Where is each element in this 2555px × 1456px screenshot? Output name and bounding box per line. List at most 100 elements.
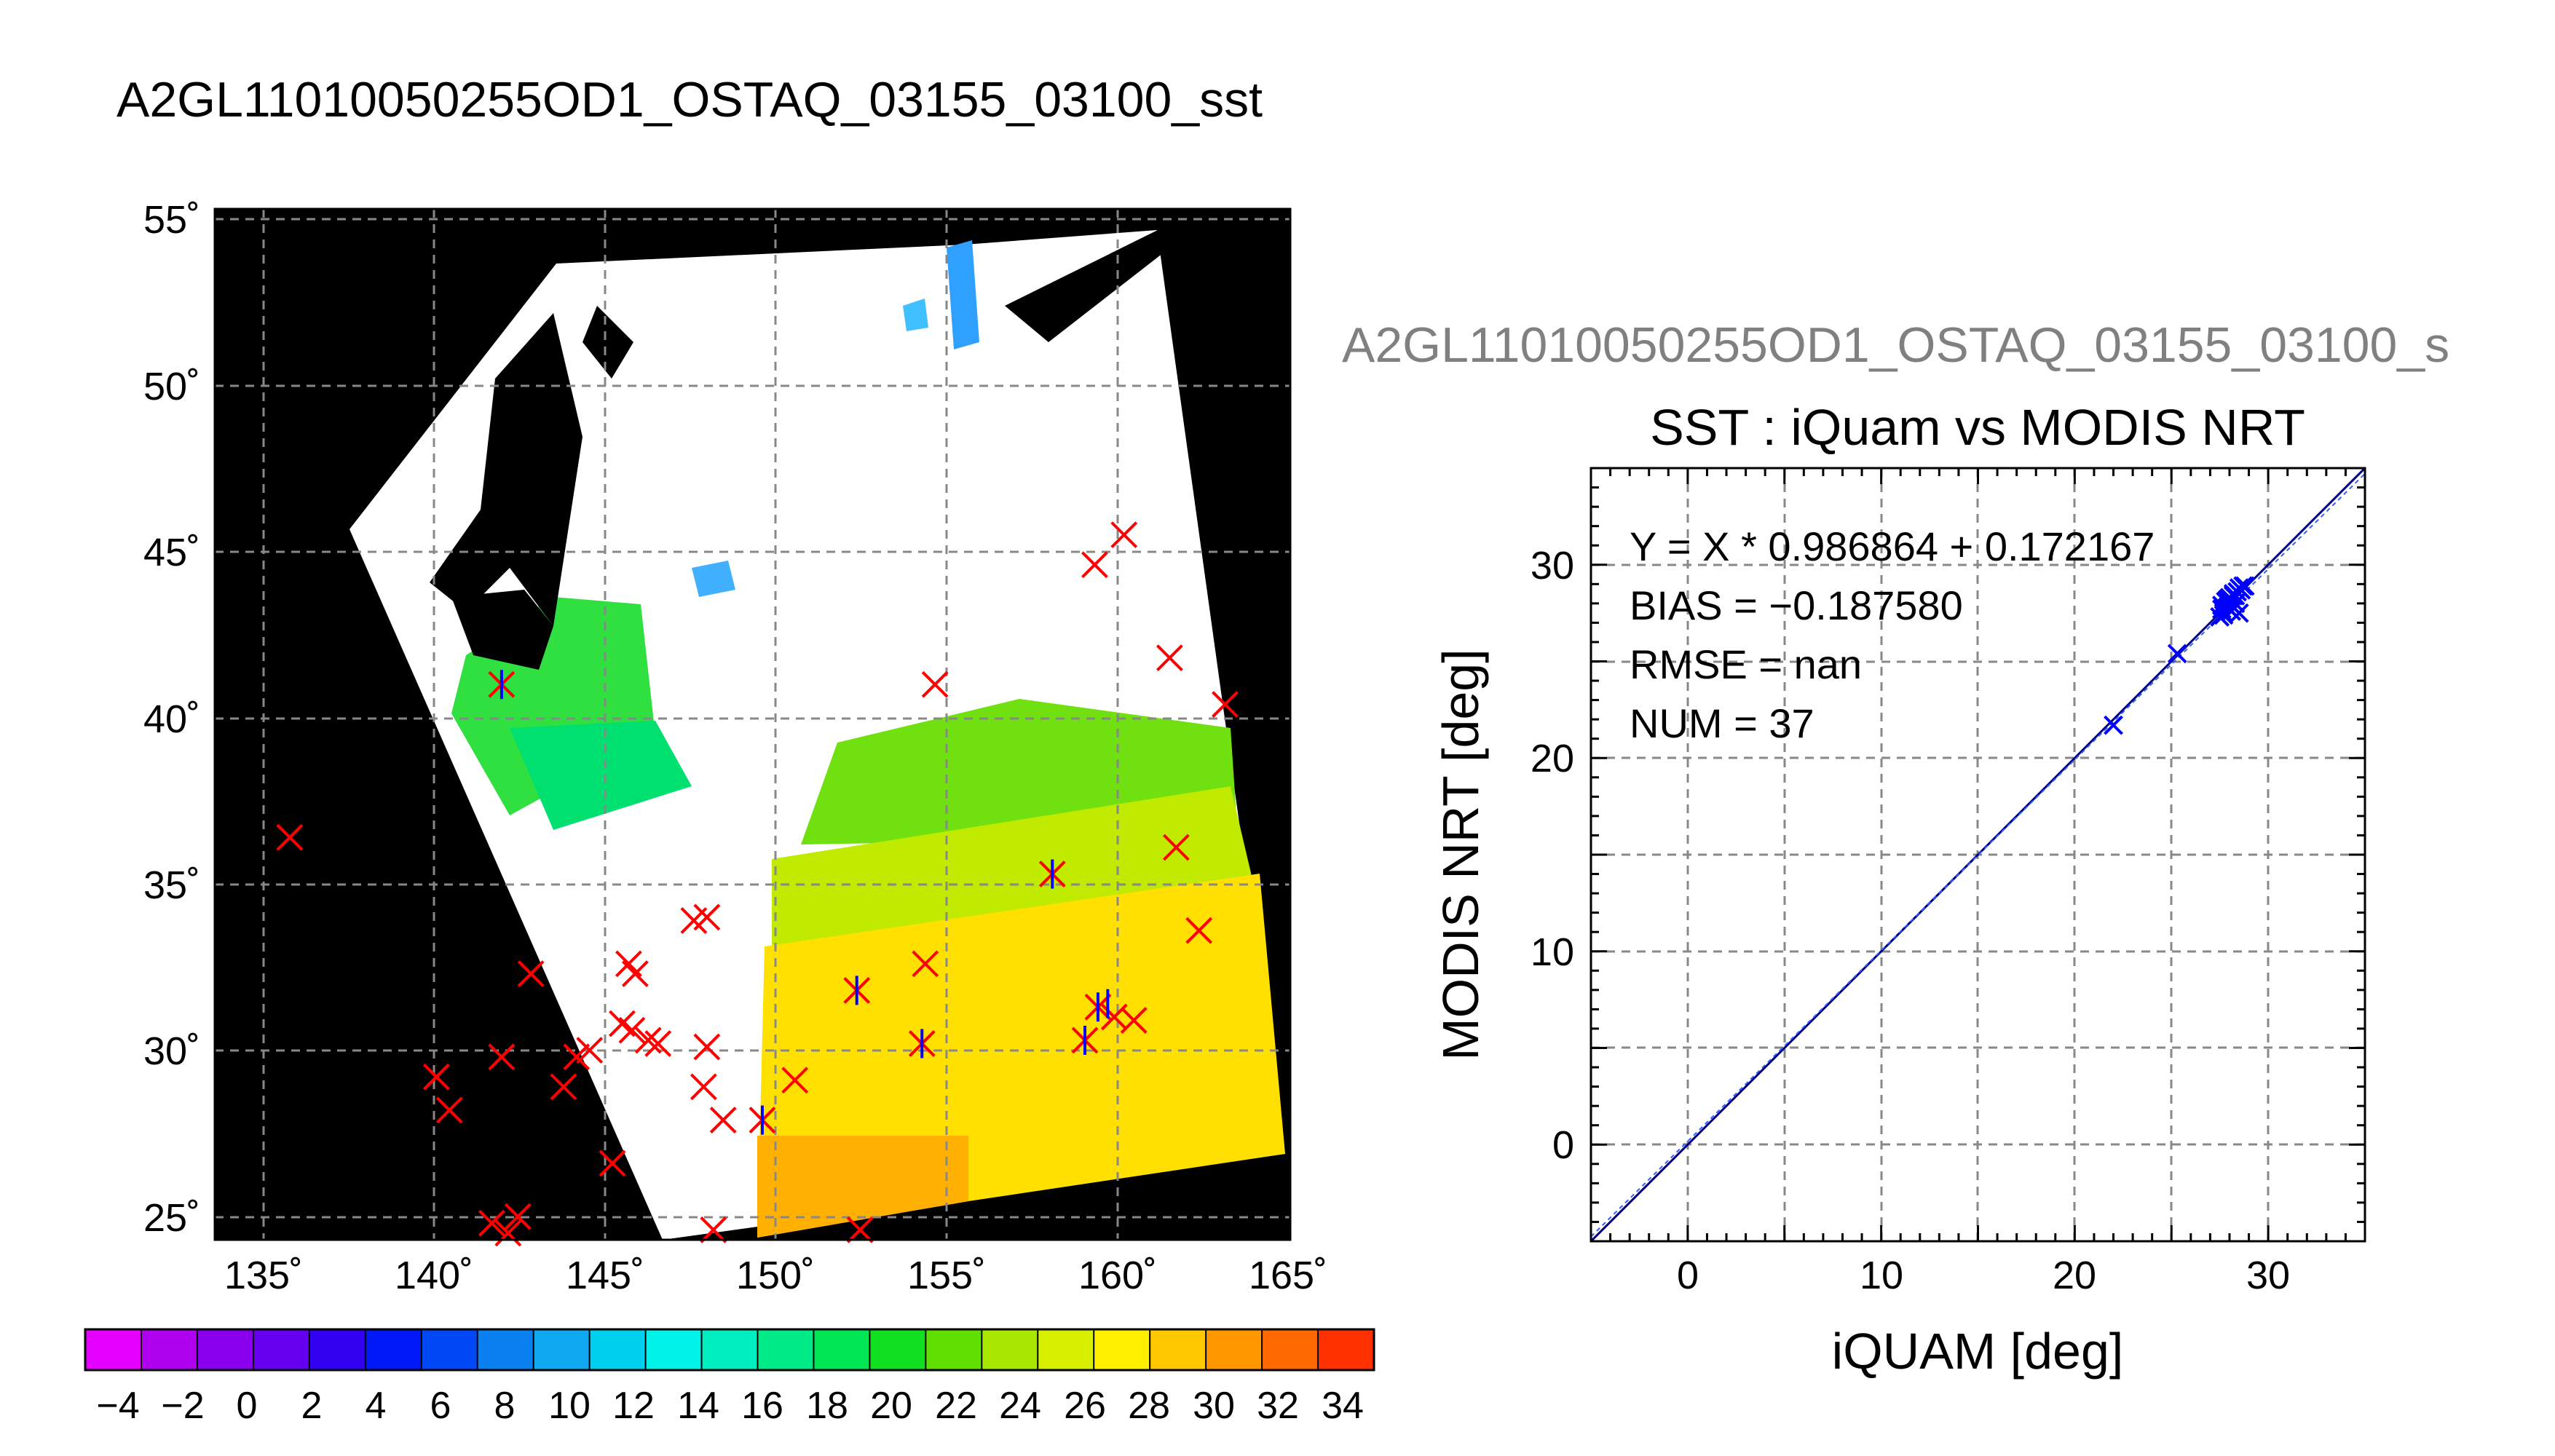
colorbar-segment <box>477 1329 534 1370</box>
colorbar-label: 8 <box>494 1385 516 1427</box>
y-tick-label: 0 <box>1552 1123 1574 1167</box>
colorbar-labels: −4 −2 0 2 4 6 8 10 12 14 16 18 20 22 24 … <box>96 1385 1364 1427</box>
colorbar-segment <box>645 1329 703 1370</box>
land-fragment <box>583 306 633 379</box>
colorbar-label: 16 <box>741 1385 783 1427</box>
colorbar-segment <box>253 1329 310 1370</box>
y-tick-label: 30 <box>1531 544 1574 587</box>
colorbar-label: 12 <box>612 1385 655 1427</box>
colorbar-label: 34 <box>1322 1385 1364 1427</box>
colorbar-segment <box>85 1329 142 1370</box>
colorbar-label: −4 <box>96 1385 139 1427</box>
scatter-point <box>2167 644 2187 664</box>
colorbar-segment <box>1262 1329 1319 1370</box>
scatter-grid <box>1591 468 2365 1241</box>
land-hokkaido-coast <box>451 590 553 670</box>
colorbar-label: 4 <box>366 1385 387 1427</box>
sst-map <box>213 207 1292 1247</box>
map-marker-red <box>618 1016 646 1044</box>
lat-tick-label: 25˚ <box>143 1196 200 1240</box>
map-marker-red <box>435 1096 463 1124</box>
map-marker-red <box>1156 644 1183 672</box>
map-marker-red <box>599 1150 626 1177</box>
colorbar-segment <box>533 1329 591 1370</box>
lon-tick-label: 150˚ <box>736 1254 815 1297</box>
map-marker-red <box>550 1073 577 1101</box>
map-marker-red <box>921 670 949 698</box>
map-marker-red <box>1212 691 1239 719</box>
colorbar <box>85 1329 1375 1370</box>
lat-tick-label: 40˚ <box>143 697 200 741</box>
colorbar-segment <box>1206 1329 1263 1370</box>
scatter-header: A2GL11010050255OD1_OSTAQ_03155_03100_s <box>1342 317 2449 373</box>
map-marker-red <box>563 1043 591 1071</box>
map-marker-red <box>781 1067 809 1094</box>
map-marker-red <box>634 1026 662 1054</box>
x-axis-title: iQUAM [deg] <box>1832 1323 2124 1380</box>
map-grid <box>215 209 1290 1240</box>
x-tick-label: 20 <box>2053 1254 2096 1297</box>
colorbar-label: 0 <box>237 1385 258 1427</box>
colorbar-segment <box>197 1329 254 1370</box>
x-tick-label: 30 <box>2246 1254 2290 1297</box>
scatter-title: SST : iQuam vs MODIS NRT <box>1650 399 2305 456</box>
map-marker-red <box>517 960 545 987</box>
colorbar-segment <box>141 1329 198 1370</box>
scatter-stats: Y = X * 0.986864 + 0.172167 BIAS = −0.18… <box>1630 523 2155 746</box>
colorbar-label: 24 <box>999 1385 1041 1427</box>
colorbar-segment <box>365 1329 422 1370</box>
colorbar-label: 10 <box>548 1385 591 1427</box>
map-marker-red <box>478 1209 505 1237</box>
scatter-point <box>2225 585 2246 606</box>
lat-tick-label: 30˚ <box>143 1029 200 1073</box>
colorbar-segment <box>309 1329 366 1370</box>
colorbar-label: 26 <box>1064 1385 1106 1427</box>
map-marker-red <box>1110 521 1138 549</box>
map-title: A2GL11010050255OD1_OSTAQ_03155_03100_sst <box>117 72 1263 127</box>
colorbar-label: 20 <box>870 1385 912 1427</box>
colorbar-segment <box>982 1329 1038 1370</box>
colorbar-label: 22 <box>935 1385 977 1427</box>
stat-bias: BIAS = −0.187580 <box>1630 582 1963 628</box>
map-frame <box>213 207 1292 1241</box>
colorbar-label: 32 <box>1257 1385 1299 1427</box>
sst-patch-cold <box>947 240 979 349</box>
map-marker-red <box>1185 917 1213 944</box>
x-tick-label: 0 <box>1677 1254 1699 1297</box>
scatter-plot <box>1590 467 2366 1243</box>
lon-tick-label: 165˚ <box>1249 1254 1327 1297</box>
colorbar-label: 14 <box>677 1385 719 1427</box>
map-lat-axis: 55˚ 50˚ 45˚ 40˚ 35˚ 30˚ 25˚ <box>143 198 200 1240</box>
lon-tick-label: 145˚ <box>566 1254 644 1297</box>
colorbar-label: 2 <box>301 1385 323 1427</box>
map-marker-red <box>1162 834 1190 861</box>
map-marker-red <box>504 1203 532 1230</box>
colorbar-segment <box>421 1329 478 1370</box>
stat-rmse: RMSE = nan <box>1630 641 1862 687</box>
scatter-points <box>2104 576 2255 735</box>
map-marker-red <box>709 1107 737 1133</box>
colorbar-label: 6 <box>430 1385 451 1427</box>
colorbar-segment <box>1150 1329 1207 1370</box>
colorbar-segment <box>1318 1329 1375 1370</box>
colorbar-segment <box>1094 1329 1150 1370</box>
lon-tick-label: 140˚ <box>395 1254 473 1297</box>
colorbar-segment <box>925 1329 982 1370</box>
map-marker-red <box>621 960 649 987</box>
colorbar-segment <box>869 1329 926 1370</box>
map-marker-red <box>693 903 721 931</box>
lat-tick-label: 45˚ <box>143 531 200 574</box>
map-markers <box>276 521 1239 1247</box>
map-marker-red <box>690 1073 717 1101</box>
sst-patch-cold <box>903 298 928 331</box>
map-marker-red <box>912 950 939 978</box>
map-marker-red <box>846 1216 874 1243</box>
scatter-point <box>2214 605 2234 625</box>
map-lon-axis: 135˚ 140˚ 145˚ 150˚ 155˚ 160˚ 165˚ <box>224 1254 1327 1297</box>
map-marker-red <box>276 823 304 851</box>
sst-patch-cold <box>692 561 735 597</box>
y-tick-label: 10 <box>1531 930 1574 974</box>
colorbar-segment <box>589 1329 647 1370</box>
colorbar-label: 18 <box>806 1385 848 1427</box>
